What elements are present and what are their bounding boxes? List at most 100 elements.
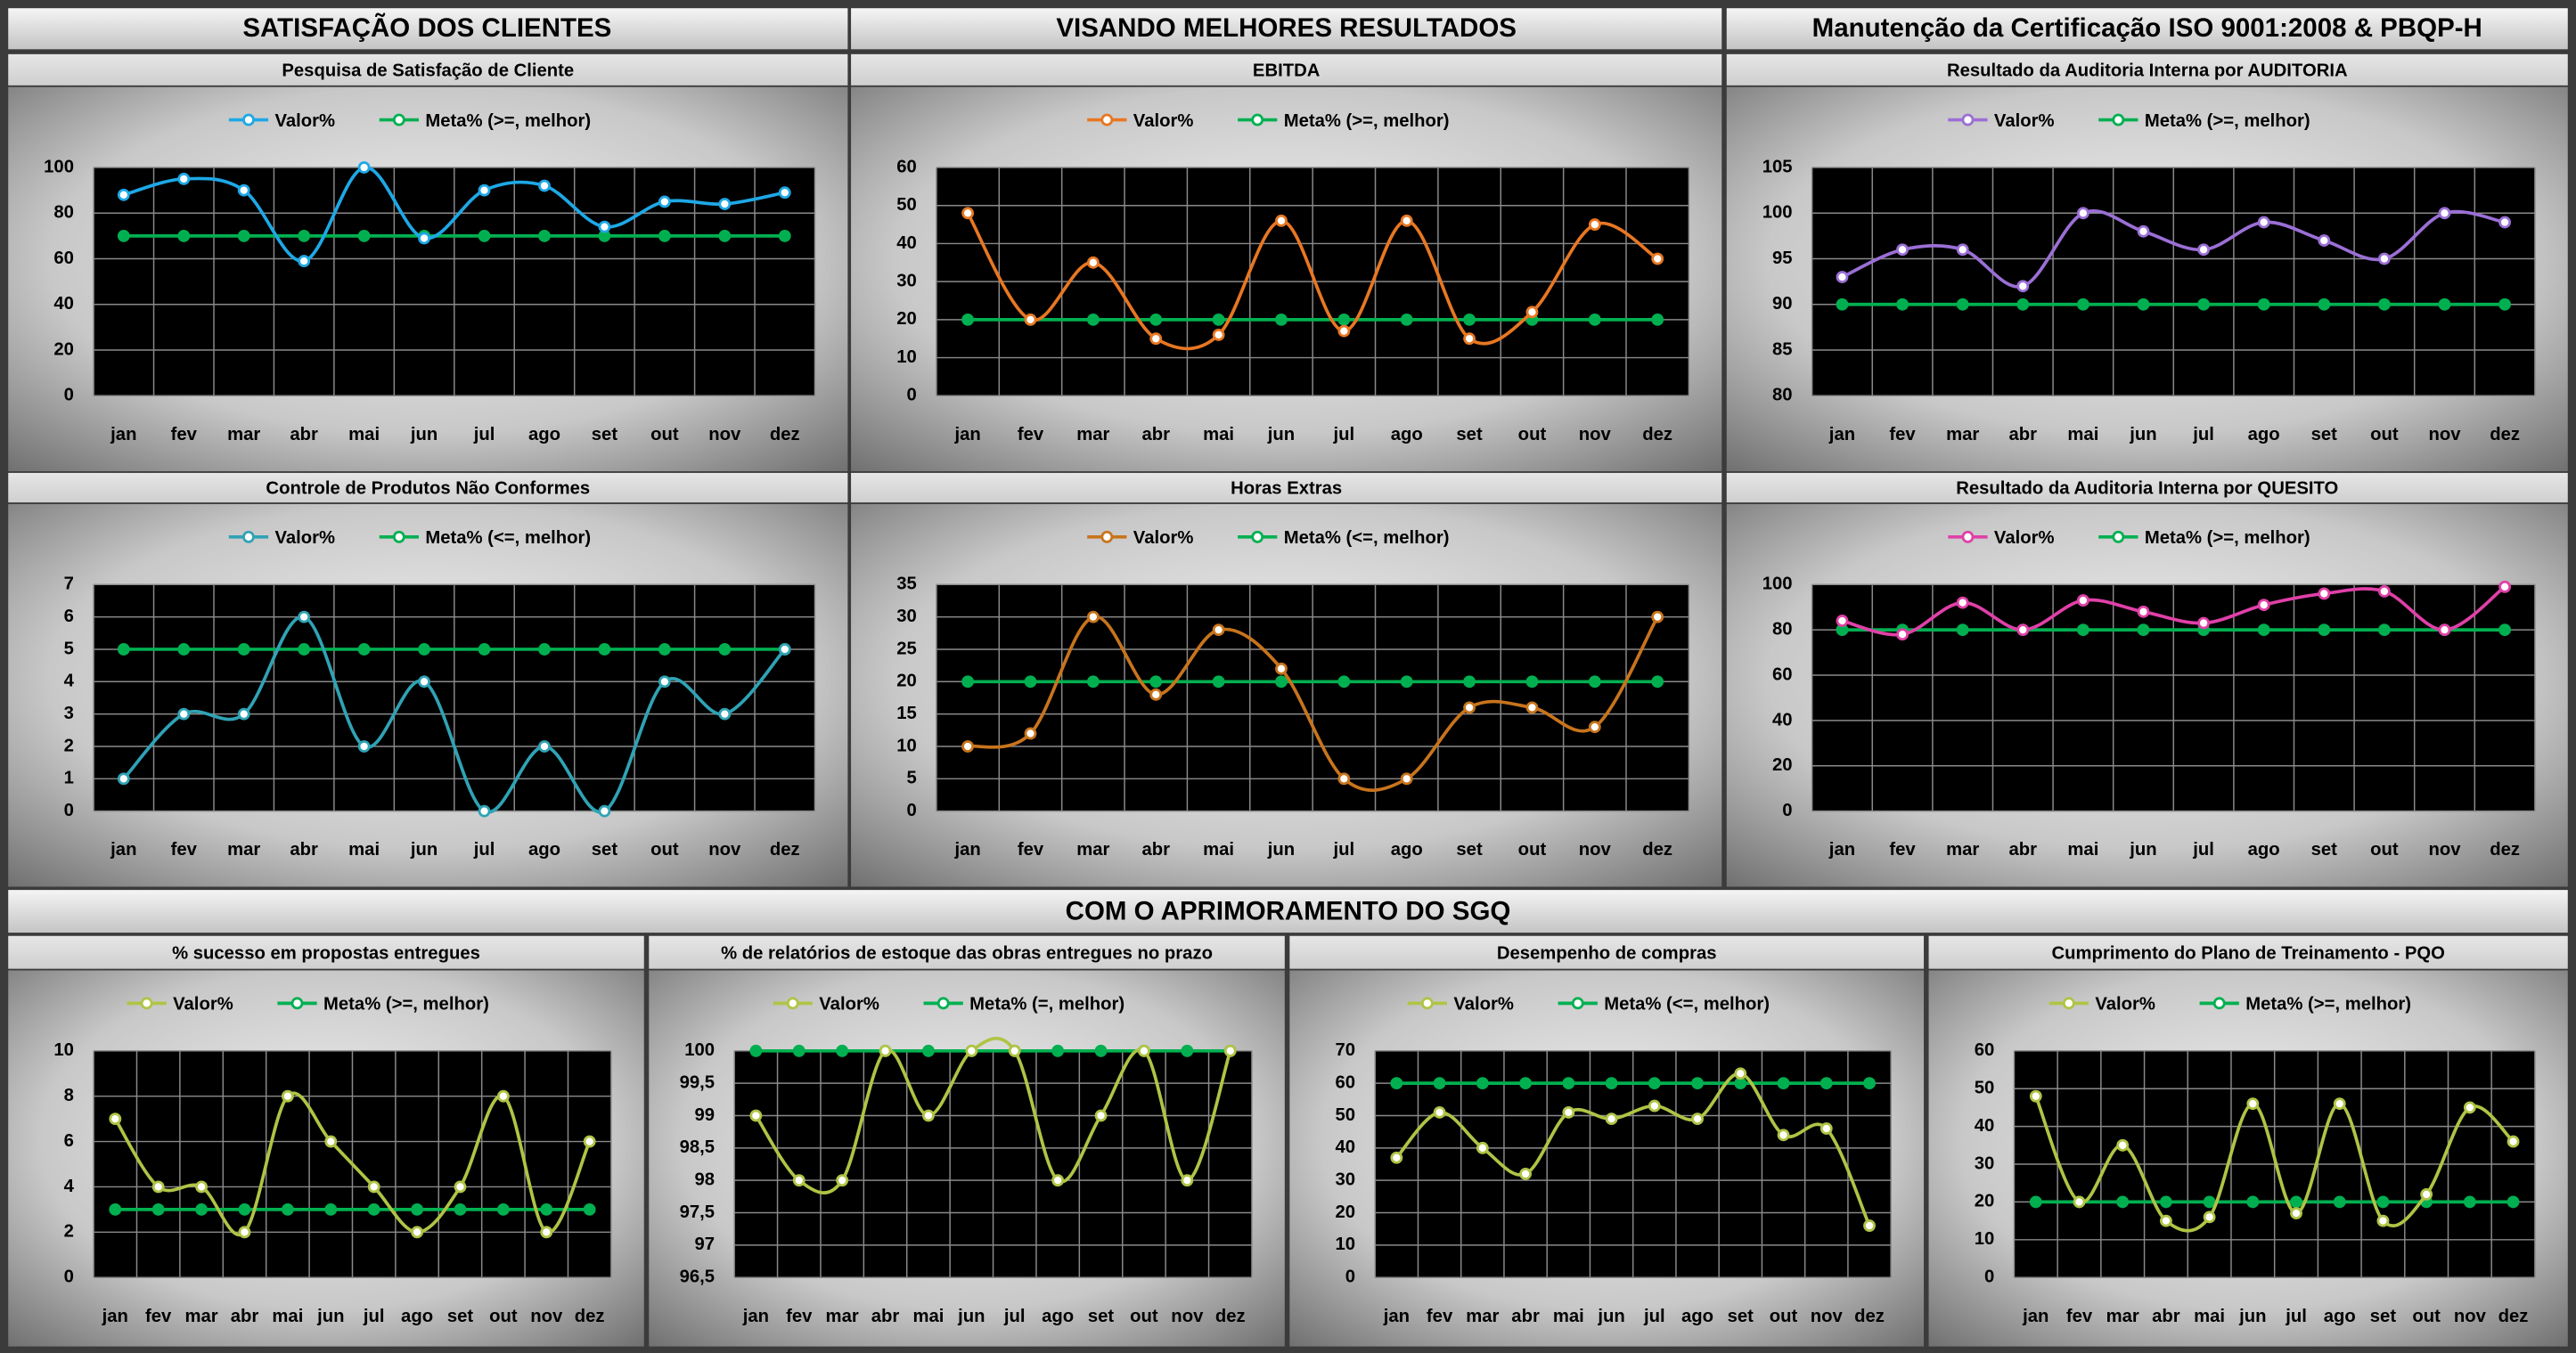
data-point (1777, 1077, 1790, 1090)
y-tick-label: 80 (53, 203, 74, 223)
data-point (1400, 772, 1413, 786)
y-tick-label: 20 (1772, 755, 1793, 775)
data-point (1651, 610, 1664, 624)
data-point (1476, 1077, 1489, 1090)
data-point (836, 1044, 849, 1057)
data-point (961, 207, 975, 220)
x-tick-label: jun (410, 840, 438, 860)
legend-marker (1961, 530, 1975, 543)
y-tick-label: 100 (44, 157, 74, 176)
x-tick-label: abr (2008, 425, 2037, 444)
data-point (2438, 297, 2451, 311)
x-tick-label: mar (1946, 425, 1979, 444)
data-point (1149, 688, 1163, 701)
x-tick-label: out (650, 840, 679, 860)
data-point (177, 643, 191, 656)
y-tick-label: 80 (1772, 386, 1793, 405)
data-point (583, 1135, 596, 1148)
data-point (298, 610, 311, 624)
data-point (1525, 675, 1539, 689)
data-point (792, 1044, 806, 1057)
chart-subtitle-bar (649, 935, 1285, 969)
data-point (1691, 1113, 1704, 1126)
data-point (2076, 207, 2089, 220)
legend-label: Valor% (173, 995, 233, 1015)
x-tick-label: fev (145, 1307, 172, 1326)
x-tick-label: mar (227, 425, 260, 444)
x-tick-label: abr (871, 1307, 900, 1326)
data-point (478, 643, 491, 656)
data-point (478, 183, 491, 197)
y-tick-label: 10 (896, 347, 917, 367)
data-point (1588, 313, 1601, 326)
y-tick-label: 40 (1975, 1116, 1995, 1136)
data-point (281, 1089, 294, 1103)
data-point (1519, 1077, 1532, 1090)
x-tick-label: abr (290, 425, 318, 444)
x-tick-label: set (1088, 1307, 1115, 1326)
y-tick-label: 40 (1336, 1137, 1356, 1157)
data-point (2073, 1195, 2086, 1209)
x-tick-label: dez (1854, 1307, 1885, 1326)
x-tick-label: jun (2129, 425, 2156, 444)
data-point (658, 675, 671, 689)
data-point (2290, 1207, 2302, 1220)
data-point (357, 643, 371, 656)
data-point (2076, 594, 2089, 607)
x-tick-label: ago (528, 425, 560, 444)
data-point (1051, 1174, 1065, 1187)
legend-label: Valor% (274, 528, 335, 548)
data-point (2498, 624, 2512, 637)
y-tick-label: 0 (1984, 1267, 1994, 1287)
x-tick-label: jan (742, 1307, 769, 1326)
y-tick-label: 8 (64, 1086, 74, 1105)
x-tick-label: set (1456, 425, 1483, 444)
data-point (1463, 313, 1476, 326)
data-point (1275, 313, 1288, 326)
legend-label: Meta% (>=, melhor) (2245, 995, 2411, 1015)
y-tick-label: 4 (64, 1177, 75, 1196)
data-point (2333, 1195, 2346, 1209)
data-point (1390, 1077, 1403, 1090)
section-title: COM O APRIMORAMENTO DO SGQ (1066, 897, 1511, 926)
legend-marker (786, 997, 799, 1010)
data-point (1086, 256, 1100, 269)
data-point (2318, 624, 2331, 637)
section-title: VISANDO MELHORES RESULTADOS (1056, 13, 1517, 43)
x-tick-label: mar (184, 1307, 217, 1326)
x-tick-label: out (1518, 840, 1547, 860)
data-point (1588, 218, 1601, 232)
data-point (598, 643, 611, 656)
data-point (598, 804, 611, 818)
x-tick-label: abr (2008, 840, 2037, 860)
x-tick-label: abr (231, 1307, 259, 1326)
data-point (965, 1044, 978, 1057)
section-header (1726, 8, 2568, 50)
data-point (418, 675, 430, 689)
x-tick-label: jan (110, 840, 136, 860)
legend-label: Valor% (1994, 111, 2055, 131)
x-tick-label: mar (1946, 840, 1979, 860)
x-tick-label: out (489, 1307, 518, 1326)
data-point (117, 229, 130, 242)
x-tick-label: nov (1579, 425, 1612, 444)
x-tick-label: set (2311, 425, 2338, 444)
x-tick-label: fev (2066, 1307, 2093, 1326)
data-point (357, 161, 371, 174)
data-point (2246, 1097, 2260, 1111)
data-point (2333, 1097, 2346, 1111)
x-tick-label: jul (2285, 1307, 2307, 1326)
data-point (1820, 1122, 1833, 1135)
chart-title: Pesquisa de Satisfação de Cliente (282, 61, 574, 81)
y-tick-label: 100 (1762, 575, 1793, 594)
data-point (792, 1174, 806, 1187)
x-tick-label: jul (2192, 840, 2214, 860)
x-tick-label: jul (363, 1307, 385, 1326)
chart-title: Resultado da Auditoria Interna por QUESI… (1956, 479, 2338, 499)
chart-subtitle-bar (8, 935, 644, 969)
y-tick-label: 2 (64, 736, 74, 755)
data-point (2438, 207, 2451, 220)
data-point (749, 1044, 763, 1057)
y-tick-label: 10 (1336, 1235, 1356, 1254)
data-point (1024, 675, 1037, 689)
